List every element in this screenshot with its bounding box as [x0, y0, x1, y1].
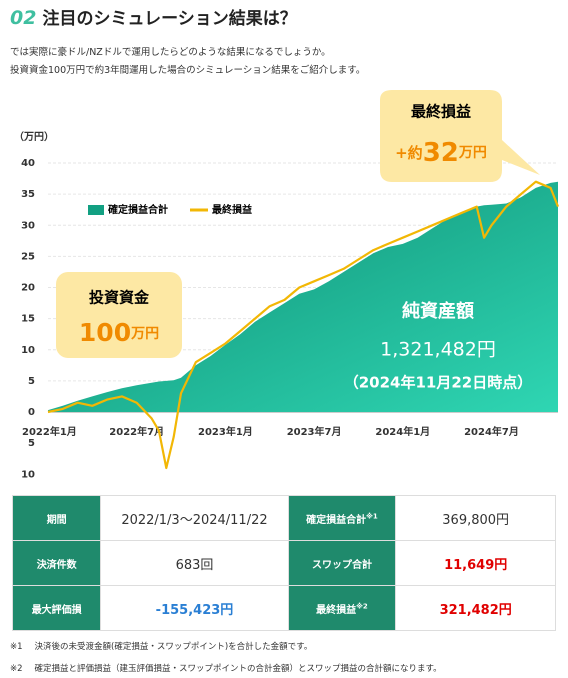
table-label: 決済件数	[11, 540, 102, 586]
chart: 40 35 30 25 20 15 10 5 0 5 10 2022年1月 2022年7月 2023年1月…	[14, 90, 560, 480]
unit: 万円	[458, 145, 487, 161]
legend-swatch	[88, 205, 104, 215]
legend: 確定損益合計 最終損益	[88, 203, 252, 216]
cell-text: 確定損益合計	[306, 514, 367, 526]
x-tick-label: 2023年7月	[287, 425, 342, 438]
heading: 02 注目のシミュレーション結果は？	[10, 4, 297, 29]
table-value: 683回	[100, 540, 289, 586]
number: 100	[79, 318, 131, 347]
bubble-value: 100万円	[79, 318, 159, 347]
cell-sup: ※2	[356, 602, 368, 611]
cell-text: 決済件数	[36, 559, 77, 571]
cell-text: スワップ合計	[311, 559, 372, 571]
x-tick-label: 2022年1月	[22, 425, 77, 438]
intro-line: 投資資金100万円で約3年間運用した場合のシミュレーション結果をご紹介します。	[10, 65, 366, 76]
table-label: 期間	[11, 495, 102, 541]
cell-text: 369,800円	[442, 512, 510, 528]
footnote-mark: ※2	[10, 664, 23, 674]
bubble	[380, 90, 540, 182]
legend-label: 確定損益合計	[108, 203, 168, 216]
y-axis-label: （万円）	[14, 130, 54, 143]
bubble	[56, 272, 182, 358]
cell-text: -155,423円	[155, 602, 234, 618]
table-value: 321,482円	[395, 585, 556, 631]
y-tick-label: 5	[28, 376, 35, 387]
table-label: スワップ合計	[287, 540, 397, 586]
cell-text: 期間	[46, 514, 67, 526]
cell-text: 321,482円	[439, 602, 512, 618]
y-tick-label: 35	[21, 189, 35, 200]
y-tick-label: 15	[21, 314, 35, 325]
summary-table: 期間 2022/1/3～2024/11/22 確定損益合計※1 369,800円決済件…	[11, 495, 556, 631]
bubble-title: 最終損益	[411, 103, 471, 121]
y-tick-label: 5	[28, 438, 35, 449]
heading-title: 注目のシミュレーション結果は？	[42, 9, 297, 29]
footnote-text: 確定損益と評価損益（建玉評価損益・スワップポイントの合計金額）とスワップ損益の合…	[34, 664, 442, 674]
footnote-text: 決済後の未受渡金額(確定損益・スワップポイント)を合計した金額です。	[34, 642, 313, 652]
table-row: 期間 2022/1/3～2024/11/22 確定損益合計※1 369,800円	[11, 495, 556, 541]
heading-number: 02	[10, 7, 37, 29]
x-tick-label: 2022年7月	[109, 425, 164, 438]
table-label: 最終損益※2	[287, 585, 397, 631]
table-value: 369,800円	[395, 495, 556, 541]
y-tick-label: 20	[21, 283, 35, 294]
footnote-mark: ※1	[10, 642, 23, 652]
unit: 万円	[130, 326, 159, 342]
table-value: 11,649円	[395, 540, 556, 586]
area	[48, 181, 558, 412]
y-tick-label: 40	[21, 158, 35, 169]
cell-text: 最終損益	[316, 604, 357, 616]
y-tick-label: 10	[21, 345, 35, 356]
table-label: 確定損益合計※1	[287, 495, 397, 541]
legend-label: 最終損益	[212, 203, 252, 216]
line	[47, 180, 560, 470]
footnote: ※1 決済後の未受渡金額(確定損益・スワップポイント)を合計した金額です。	[10, 640, 324, 652]
net-value: 1,321,482円	[380, 339, 496, 361]
y-tick-label: 0	[28, 407, 35, 418]
bubble-value: +約32万円	[395, 138, 487, 168]
x-tick-label: 2023年1月	[198, 425, 253, 438]
cell-sup: ※1	[366, 512, 378, 521]
table-value: -155,423円	[100, 585, 289, 631]
number: 32	[423, 138, 459, 168]
table-row: 最大評価損 -155,423円 最終損益※2 321,482円	[11, 585, 556, 631]
table-value: 2022/1/3～2024/11/22	[100, 495, 289, 541]
x-tick-label: 2024年7月	[464, 425, 519, 438]
y-tick-label: 10	[21, 469, 35, 480]
y-tick-label: 30	[21, 220, 35, 231]
footnote: ※2 確定損益と評価損益（建玉評価損益・スワップポイントの合計金額）とスワップ損益…	[10, 662, 454, 674]
intro-line: では実際に豪ドル/NZドルで運用したらどのような結果になるでしょうか。	[10, 47, 331, 58]
cell-text: 683回	[175, 557, 214, 573]
net-date: （2024年11月22日時点）	[344, 374, 533, 392]
x-tick-label: 2024年1月	[375, 425, 430, 438]
cell-text: 最大評価損	[31, 604, 82, 616]
y-tick-label: 25	[21, 251, 35, 262]
cell-text: 2022/1/3～2024/11/22	[121, 512, 268, 528]
net-title: 純資産額	[402, 300, 474, 322]
table-row: 決済件数 683回 スワップ合計 11,649円	[11, 540, 556, 586]
bubble-title: 投資資金	[89, 289, 150, 307]
cell-text: 11,649円	[444, 557, 508, 573]
prefix: +約	[395, 144, 423, 162]
table-label: 最大評価損	[11, 585, 102, 631]
